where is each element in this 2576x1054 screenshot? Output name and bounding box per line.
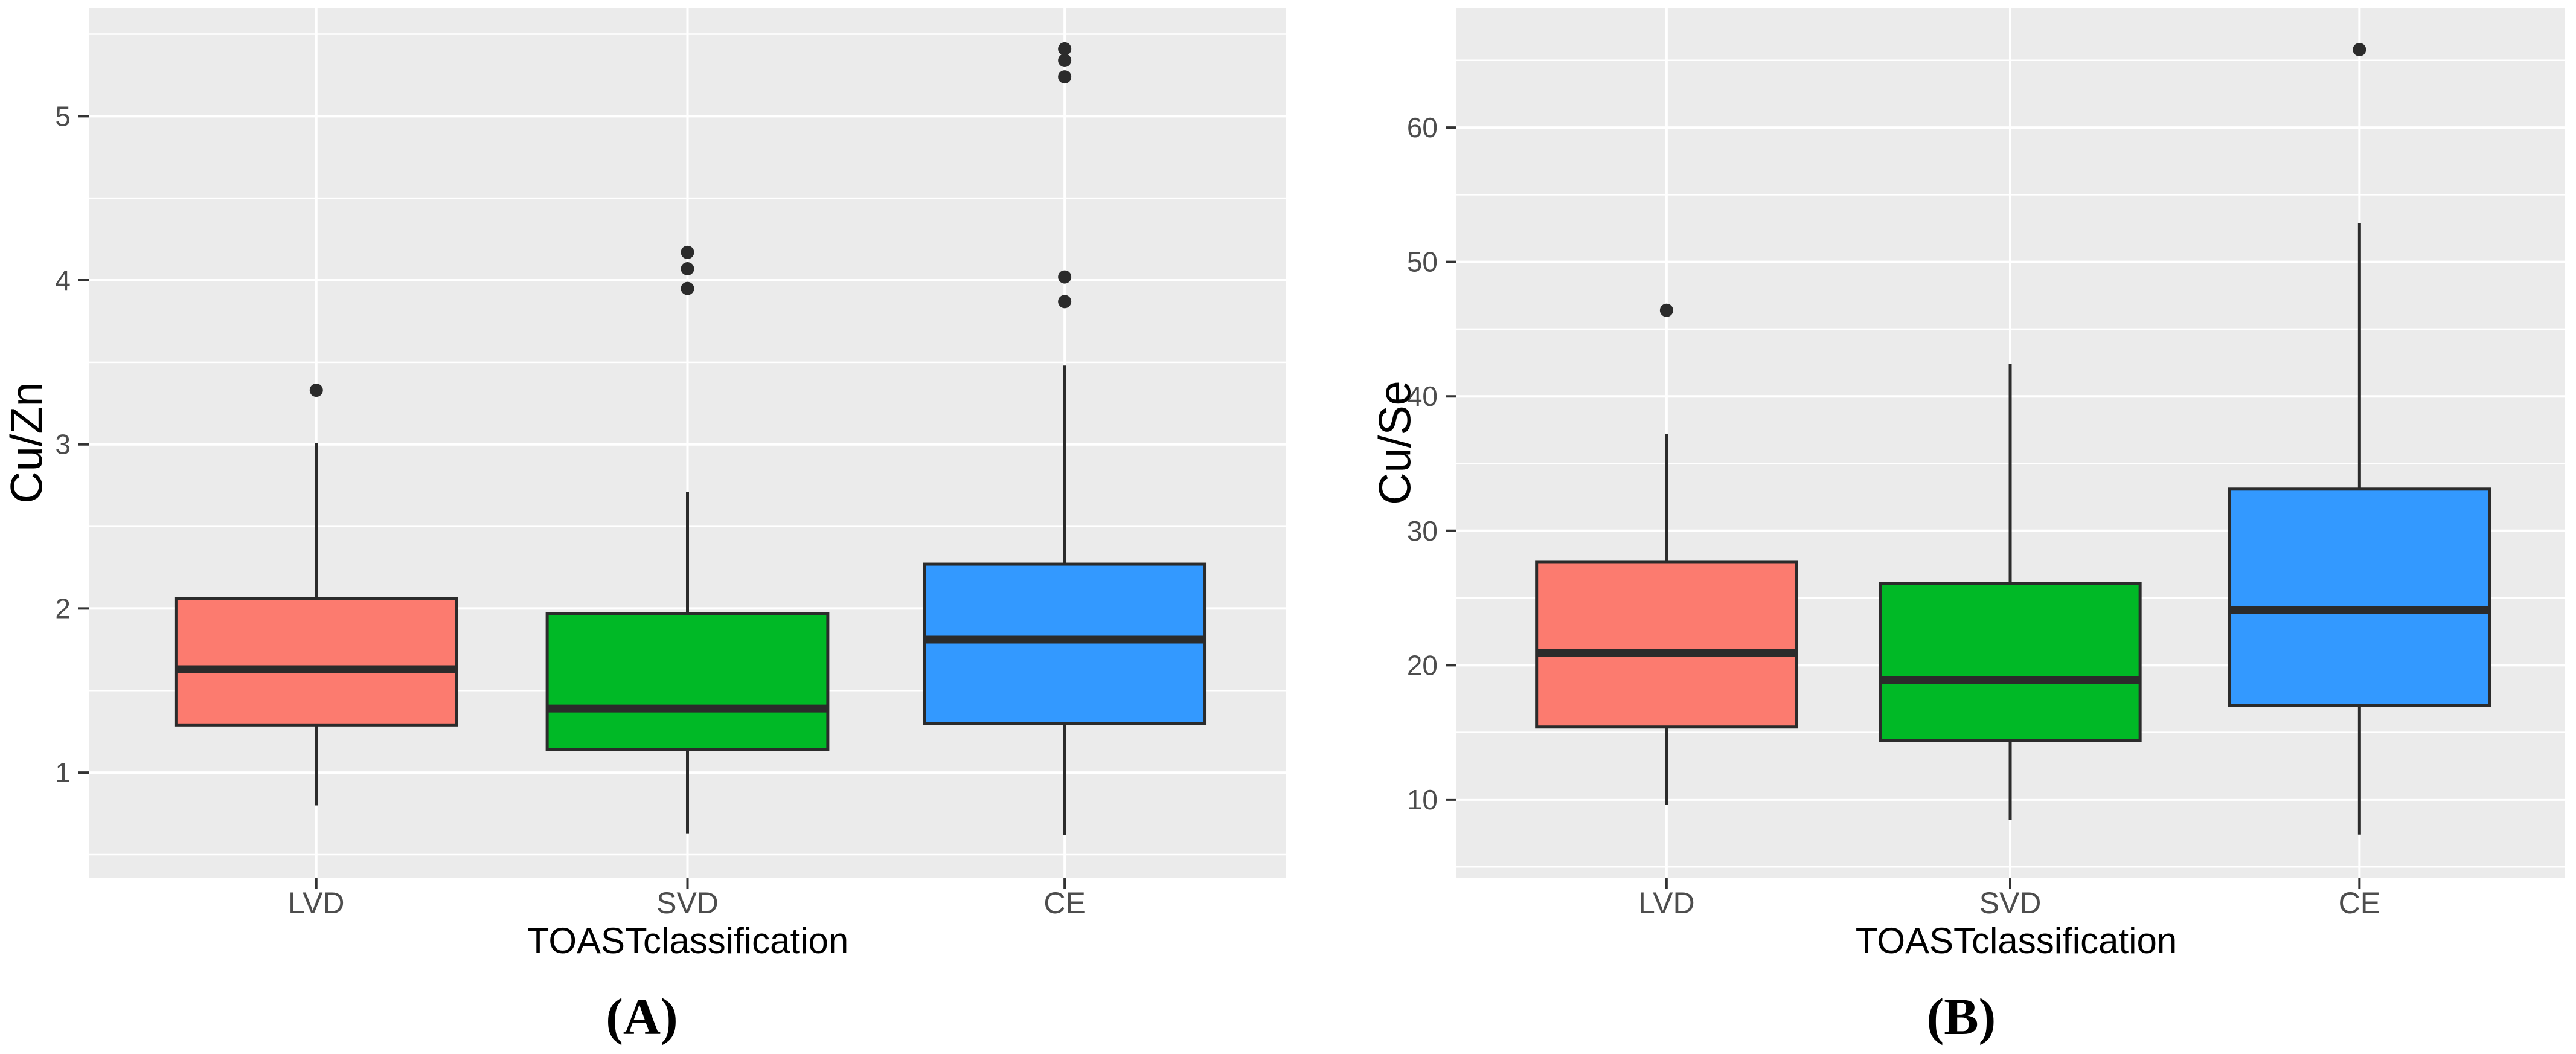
outlier-point [681, 281, 694, 295]
x-tick-label-lvd: LVD [288, 886, 345, 920]
iqr-box [545, 612, 830, 751]
y-tick-label: 5 [55, 100, 71, 132]
panel-B: 10 20 30 40 50 60 LVD SVD CE TOASTclassification C… [1370, 8, 2565, 1046]
outlier-point [2353, 42, 2366, 56]
outlier-point [309, 384, 323, 397]
y-tick-label: 4 [55, 265, 71, 296]
y-axis-title: Cu/Zn [2, 382, 52, 504]
x-axis-title: TOASTclassification [527, 921, 848, 961]
box-svd [1879, 364, 2142, 820]
outlier-point [1058, 53, 1072, 67]
outlier-point [681, 245, 694, 259]
box-svd [545, 245, 830, 834]
y-tick-label: 10 [1407, 784, 1438, 815]
iqr-box [1879, 582, 2142, 742]
x-tick-label-ce: CE [2339, 886, 2380, 920]
outlier-point [681, 262, 694, 275]
y-tick-label: 20 [1407, 649, 1438, 681]
x-axis-title: TOASTclassification [1856, 921, 2177, 961]
outlier-point [1058, 42, 1072, 56]
y-tick-label: 50 [1407, 246, 1438, 278]
iqr-box [1535, 560, 1798, 729]
box-ce [923, 42, 1207, 835]
x-tick-label-ce: CE [1043, 886, 1085, 920]
iqr-box [2228, 487, 2491, 707]
x-tick-label-svd: SVD [656, 886, 719, 920]
y-tick-label: 60 [1407, 112, 1438, 143]
box-lvd [174, 384, 458, 806]
x-tick-label-svd: SVD [1979, 886, 2042, 920]
iqr-box [923, 562, 1207, 725]
y-tick-label: 30 [1407, 515, 1438, 547]
outlier-point [1058, 295, 1072, 309]
y-tick-label: 2 [55, 593, 71, 624]
y-tick-label: 1 [55, 757, 71, 788]
panel-A: 1 2 3 4 5 LVD SVD CE TOASTclassification Cu/Zn (A) [2, 8, 1286, 1046]
panel-letter: (A) [606, 988, 678, 1046]
x-tick-label-lvd: LVD [1638, 886, 1695, 920]
y-tick-label: 40 [1407, 381, 1438, 412]
iqr-box [174, 597, 458, 727]
outlier-point [1058, 70, 1072, 84]
y-tick-label: 3 [55, 429, 71, 460]
outlier-point [1058, 270, 1072, 284]
y-axis-title: Cu/Se [1370, 381, 1420, 505]
panel-letter: (B) [1927, 988, 1996, 1046]
box-ce [2228, 42, 2491, 835]
box-lvd [1535, 303, 1798, 805]
outlier-point [1659, 303, 1673, 317]
